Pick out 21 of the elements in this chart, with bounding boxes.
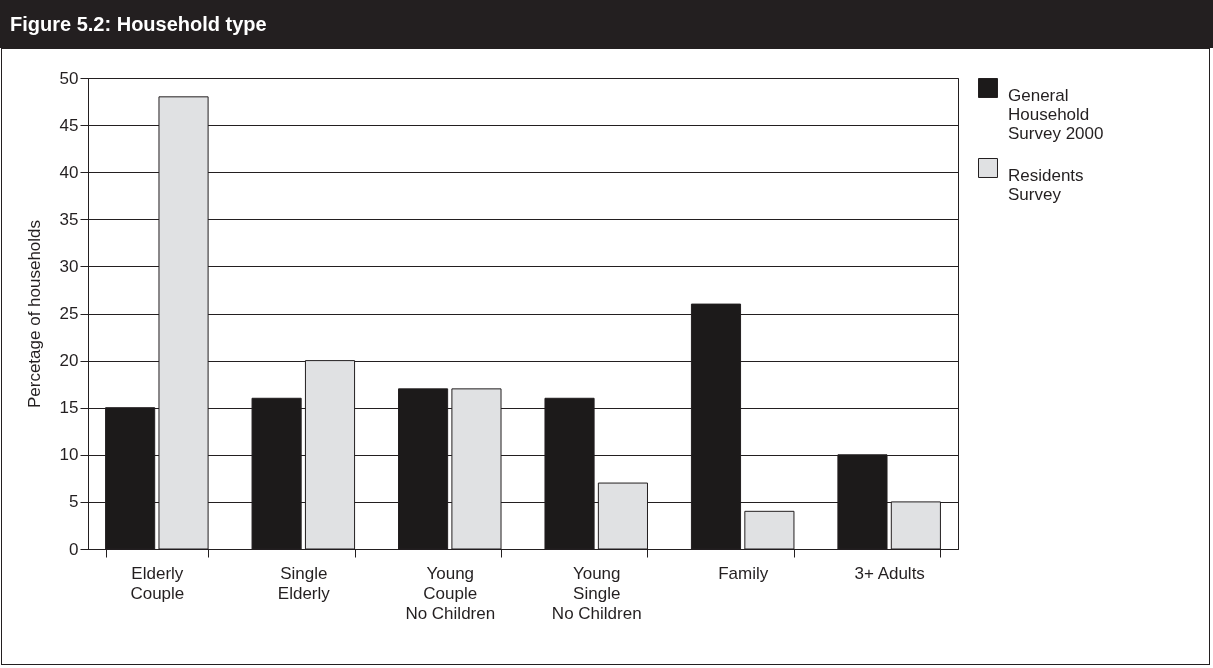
x-tick-label: 3+ Adults (854, 563, 925, 583)
y-tick-label: 0 (69, 539, 79, 559)
legend-label: Residents Survey (1008, 166, 1084, 204)
y-tick-label: 30 (59, 256, 79, 276)
x-tick-label: Young Single No Children (551, 563, 642, 623)
y-tick-label: 20 (59, 351, 79, 371)
y-tick-label: 50 (59, 68, 79, 88)
y-tick-label: 10 (59, 445, 79, 465)
y-tick-label: 45 (59, 115, 79, 135)
x-tick-label: Family (718, 563, 769, 583)
y-tick-label: 25 (59, 304, 79, 323)
y-tick-label: 5 (69, 492, 79, 512)
legend-label: General Household Survey 2000 (1008, 86, 1104, 143)
y-tick-label: 40 (59, 162, 79, 182)
chart-title: Figure 5.2: Household type (0, 0, 1213, 48)
x-tick-label: Elderly Couple (130, 563, 185, 603)
y-tick-label: 15 (59, 398, 79, 418)
y-axis-title: Percetage of households (24, 219, 44, 409)
x-tick-label: Single Elderly (277, 563, 331, 603)
x-tick-label: Young Couple No Children (405, 563, 496, 623)
y-tick-label: 35 (59, 209, 79, 229)
